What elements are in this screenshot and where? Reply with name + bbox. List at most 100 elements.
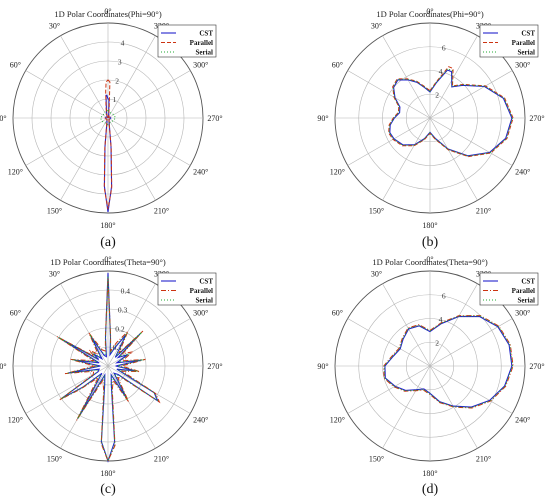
radial-tick-label: 2 bbox=[435, 90, 439, 99]
polar-chart-b: 1D Polar Coordinates(Phi=90°)0°330°300°2… bbox=[317, 7, 544, 250]
polar-chart-a: 1D Polar Coordinates(Phi=90°)0° 3 30° 300° 2… bbox=[0, 7, 223, 250]
chart-title: 1D Polar Coordinates(Theta=90°) bbox=[50, 257, 166, 267]
radial-tick-label: 6 bbox=[442, 291, 446, 300]
angle-tick-label: 0° bbox=[104, 7, 111, 16]
grid-spoke bbox=[429, 117, 478, 201]
angle-tick-label: 180° bbox=[422, 221, 437, 230]
grid-spoke bbox=[347, 318, 431, 367]
grid-spoke bbox=[429, 365, 513, 414]
series-line-parallel bbox=[103, 79, 113, 210]
angle-tick-label: 30° bbox=[371, 269, 382, 278]
angle-tick-label: 270° bbox=[529, 114, 544, 123]
angle-tick-label: 300° bbox=[193, 61, 208, 70]
angle-tick-label: 120° bbox=[8, 416, 23, 425]
angle-tick-label: 0° bbox=[104, 255, 111, 264]
grid-spoke bbox=[382, 35, 431, 119]
chart-title: 1D Polar Coordinates(Phi=90°) bbox=[376, 9, 484, 19]
angle-tick-label: 120° bbox=[330, 168, 345, 177]
radial-tick-label: 2 bbox=[435, 338, 439, 347]
angle-tick-label: 30° bbox=[371, 21, 382, 30]
angle-tick-label: 150° bbox=[47, 207, 62, 216]
angle-tick-label: 60° bbox=[332, 309, 343, 318]
angle-tick-label: 210° bbox=[154, 455, 169, 464]
legend-entry: Serial bbox=[196, 297, 214, 305]
radial-tick-label: 0.3 bbox=[118, 306, 128, 315]
grid-spoke bbox=[107, 283, 156, 367]
series-line-serial bbox=[99, 109, 117, 126]
grid-spoke bbox=[382, 365, 431, 449]
angle-tick-label: 60° bbox=[332, 61, 343, 70]
angle-tick-label: 240° bbox=[193, 168, 208, 177]
legend-entry: Parallel bbox=[512, 39, 535, 47]
series-line-serial bbox=[383, 315, 514, 409]
angle-tick-label: 240° bbox=[193, 416, 208, 425]
angle-tick-label: 120° bbox=[330, 416, 345, 425]
legend-entry: Parallel bbox=[190, 287, 213, 295]
legend-entry: CST bbox=[199, 278, 213, 286]
grid-spoke bbox=[347, 365, 431, 414]
grid-spoke bbox=[25, 117, 109, 166]
radial-tick-label: 6 bbox=[442, 43, 446, 52]
angle-tick-label: 210° bbox=[476, 207, 491, 216]
angle-tick-label: 150° bbox=[47, 455, 62, 464]
chart-title: 1D Polar Coordinates(Phi=90°) bbox=[54, 9, 162, 19]
legend-entry: Parallel bbox=[512, 287, 535, 295]
grid-spoke bbox=[107, 117, 191, 166]
angle-tick-label: 180° bbox=[100, 469, 115, 478]
panel-caption: (c) bbox=[100, 482, 116, 497]
grid-spoke bbox=[60, 283, 109, 367]
radial-tick-label: 4 bbox=[439, 67, 443, 76]
grid-spoke bbox=[107, 318, 191, 367]
angle-tick-label: 240° bbox=[515, 416, 530, 425]
angle-tick-label: 0° bbox=[426, 255, 433, 264]
angle-tick-label: 270° bbox=[207, 114, 222, 123]
angle-tick-label: 300° bbox=[515, 61, 530, 70]
grid-spoke bbox=[429, 70, 513, 119]
angle-tick-label: 90° bbox=[317, 114, 328, 123]
angle-tick-label: 180° bbox=[422, 469, 437, 478]
legend-entry: CST bbox=[199, 30, 213, 38]
grid-spoke bbox=[347, 117, 431, 166]
angle-tick-label: 0° bbox=[426, 7, 433, 16]
angle-tick-label: 240° bbox=[515, 168, 530, 177]
legend-entry: Serial bbox=[518, 49, 536, 57]
radial-tick-label: 4 bbox=[121, 39, 125, 48]
series-line-parallel bbox=[383, 315, 514, 409]
grid-spoke bbox=[107, 365, 156, 449]
panel-caption: (a) bbox=[100, 235, 116, 250]
grid-spoke bbox=[429, 365, 478, 449]
angle-tick-label: 30° bbox=[49, 21, 60, 30]
grid-spoke bbox=[60, 35, 109, 119]
polar-chart-d: 1D Polar Coordinates(Theta=90°)0°330°300… bbox=[317, 255, 544, 497]
panel-caption: (b) bbox=[422, 235, 439, 250]
grid-spoke bbox=[347, 70, 431, 119]
series-line-cst bbox=[384, 315, 513, 408]
radial-tick-label: 0.4 bbox=[121, 287, 131, 296]
grid-spoke bbox=[60, 117, 109, 201]
legend-entry: Serial bbox=[518, 297, 536, 305]
legend-entry: CST bbox=[521, 278, 535, 286]
angle-tick-label: 150° bbox=[369, 455, 384, 464]
grid-spoke bbox=[382, 283, 431, 367]
grid-spoke bbox=[429, 283, 478, 367]
angle-tick-label: 90° bbox=[0, 114, 7, 123]
series-line-parallel bbox=[56, 278, 161, 463]
angle-tick-label: 90° bbox=[0, 362, 7, 371]
series-line-cst bbox=[389, 69, 513, 157]
legend-entry: Serial bbox=[196, 49, 214, 57]
radial-tick-label: 1 bbox=[113, 95, 117, 104]
angle-tick-label: 60° bbox=[10, 61, 21, 70]
grid-spoke bbox=[382, 117, 431, 201]
angle-tick-label: 120° bbox=[8, 168, 23, 177]
grid-spoke bbox=[429, 35, 478, 119]
radial-tick-label: 0.2 bbox=[115, 324, 125, 333]
angle-tick-label: 210° bbox=[154, 207, 169, 216]
angle-tick-label: 150° bbox=[369, 207, 384, 216]
grid-spoke bbox=[107, 70, 191, 119]
grid-spoke bbox=[25, 70, 109, 119]
polar-chart-c: 1D Polar Coordinates(Theta=90°)0°330°300… bbox=[0, 255, 223, 497]
chart-title: 1D Polar Coordinates(Theta=90°) bbox=[372, 257, 488, 267]
radial-tick-label: 0.1 bbox=[113, 343, 123, 352]
grid-spoke bbox=[429, 318, 513, 367]
